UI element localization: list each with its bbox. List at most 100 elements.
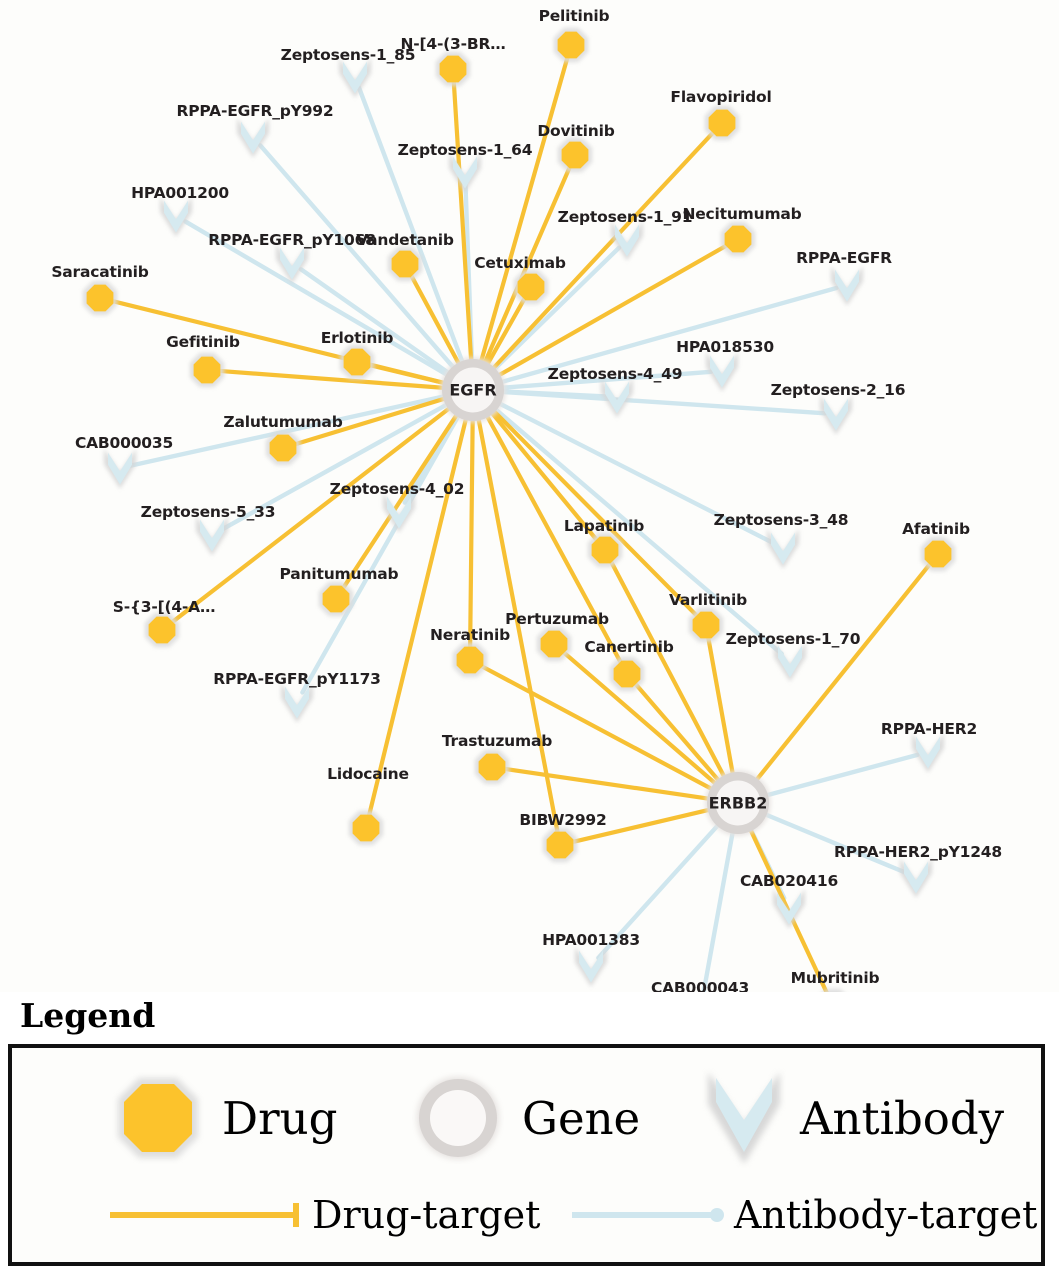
antibody-node[interactable] — [601, 377, 633, 418]
gene-node-center — [450, 367, 496, 413]
drug-node[interactable] — [688, 607, 724, 643]
antibody-target-edge — [497, 389, 828, 416]
drug-node[interactable] — [920, 536, 956, 572]
drug-node[interactable] — [553, 27, 589, 63]
antibody-target-edge — [219, 400, 452, 532]
drug-node[interactable] — [609, 656, 645, 692]
drug-target-edge — [339, 410, 461, 592]
antibody-node[interactable] — [773, 888, 805, 929]
drug-node[interactable] — [557, 137, 593, 173]
antibody-node[interactable] — [900, 857, 932, 898]
antibody-node[interactable] — [820, 394, 852, 435]
gene-node-label: EGFR — [449, 380, 497, 400]
drug-node[interactable] — [542, 827, 578, 863]
gene-node-erbb2[interactable] — [705, 770, 771, 836]
drug-node-shape — [591, 536, 619, 564]
drug-node[interactable] — [339, 344, 375, 380]
drug-node[interactable] — [348, 810, 384, 846]
antibody-target-edge — [491, 405, 784, 657]
antibody-node-shape — [615, 224, 639, 257]
drug-target-edge — [705, 633, 736, 779]
drug-target-edge — [632, 680, 723, 785]
antibody-target-edge — [760, 811, 909, 875]
gene-node-label: ERBB2 — [708, 793, 768, 813]
drug-node[interactable] — [435, 51, 471, 87]
legend-item-antibody-target: Antibody-target — [570, 1196, 1037, 1234]
legend-label-antibody: Antibody — [800, 1091, 1005, 1145]
drug-node[interactable] — [189, 352, 225, 388]
antibody-target-edge — [258, 143, 458, 372]
gene-node-center — [715, 780, 761, 826]
drug-node-shape — [724, 225, 752, 253]
antibody-target-edge — [128, 393, 449, 468]
antibody-node[interactable] — [831, 265, 863, 306]
antibody-target-edge-icon — [570, 1200, 730, 1230]
drug-node[interactable] — [513, 269, 549, 305]
antibody-node[interactable] — [575, 946, 607, 987]
antibody-node-shape — [164, 200, 188, 233]
antibody-node[interactable] — [160, 196, 192, 237]
drug-target-edge — [484, 294, 528, 369]
drug-node-halo — [822, 988, 844, 992]
drug-target-edge — [608, 557, 728, 782]
drug-node-shape — [613, 660, 641, 688]
drug-target-edge — [365, 362, 449, 386]
legend-item-drug: Drug — [112, 1072, 337, 1164]
antibody-node[interactable] — [339, 57, 371, 98]
antibody-node[interactable] — [276, 243, 308, 284]
drug-node[interactable] — [587, 532, 623, 568]
antibody-target-edge — [494, 400, 776, 546]
drug-node[interactable] — [816, 988, 850, 992]
drug-node[interactable] — [536, 626, 572, 662]
antibody-node-shape — [771, 532, 795, 565]
drug-target-edge — [488, 408, 601, 544]
drug-target-edge — [475, 414, 561, 837]
antibody-node[interactable] — [104, 448, 136, 489]
drug-target-edge — [747, 825, 829, 992]
antibody-node[interactable] — [912, 732, 944, 773]
drug-node[interactable] — [720, 221, 756, 257]
antibody-node[interactable] — [237, 117, 269, 158]
antibody-node[interactable] — [281, 682, 313, 723]
drug-node[interactable] — [144, 612, 180, 648]
antibody-node-shape — [108, 452, 132, 485]
antibody-target-edge — [761, 752, 920, 799]
drug-node[interactable] — [474, 749, 510, 785]
antibody-node[interactable] — [706, 351, 738, 392]
drug-octagon-icon — [112, 1072, 204, 1164]
antibody-node[interactable] — [774, 641, 806, 682]
drug-target-edge — [468, 414, 475, 652]
drug-node[interactable] — [318, 581, 354, 617]
drug-node[interactable] — [387, 246, 423, 282]
drug-node-shape — [148, 616, 176, 644]
drug-node[interactable] — [704, 105, 740, 141]
antibody-node-shape — [904, 861, 928, 894]
drug-node-shape — [546, 831, 574, 859]
antibody-node[interactable] — [383, 492, 415, 533]
drug-target-edge — [366, 414, 469, 820]
antibody-target-edge — [183, 219, 452, 379]
antibody-target-edge — [490, 245, 622, 374]
network-graph-svg[interactable] — [0, 0, 1059, 992]
antibody-target-edge — [596, 820, 723, 961]
antibody-node[interactable] — [196, 515, 228, 556]
network-canvas[interactable]: Zeptosens-1_85 RPPA-EGFR_pY992 Zeptosens-1… — [0, 0, 1059, 997]
antibody-node[interactable] — [767, 528, 799, 569]
drug-node[interactable] — [265, 430, 301, 466]
drug-target-edge — [478, 53, 571, 367]
antibody-node[interactable] — [449, 152, 481, 193]
drug-target-edge — [489, 407, 701, 620]
legend-title: Legend — [20, 996, 156, 1035]
legend-label-antibody-target: Antibody-target — [734, 1193, 1038, 1237]
drug-node[interactable] — [452, 642, 488, 678]
antibody-node-shape — [710, 355, 734, 388]
antibody-node[interactable] — [611, 220, 643, 261]
antibody-node-shape — [241, 121, 265, 154]
drug-node[interactable] — [82, 280, 118, 316]
drug-node-shape — [540, 630, 568, 658]
antibody-vee-icon — [702, 1068, 786, 1168]
drug-target-edge — [408, 271, 463, 369]
legend-label-gene: Gene — [522, 1091, 641, 1145]
gene-node-egfr[interactable] — [440, 357, 506, 423]
antibody-target-edge — [356, 85, 466, 367]
